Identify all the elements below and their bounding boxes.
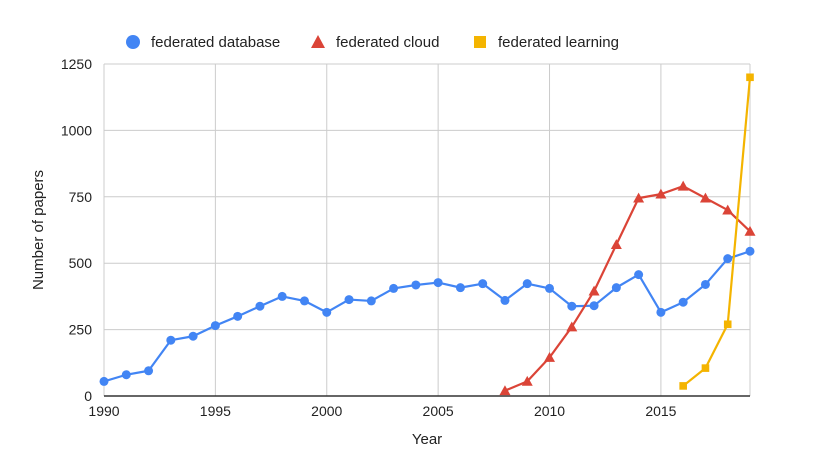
grid xyxy=(103,63,751,396)
data-point xyxy=(723,254,733,264)
data-point xyxy=(233,311,243,321)
data-point xyxy=(389,283,399,293)
data-point xyxy=(744,225,756,236)
y-tick-label: 250 xyxy=(69,322,93,338)
data-point xyxy=(433,278,443,288)
x-tick-label: 2010 xyxy=(534,403,565,419)
legend-marker xyxy=(311,35,325,48)
data-point xyxy=(701,364,710,372)
data-point xyxy=(679,382,687,390)
legend-item: federated database xyxy=(126,34,280,51)
data-point xyxy=(144,366,154,376)
series-line xyxy=(504,185,751,392)
data-point xyxy=(255,301,265,311)
data-point xyxy=(344,295,354,305)
data-point xyxy=(277,291,287,301)
data-point xyxy=(633,192,645,203)
data-point xyxy=(566,321,578,332)
data-point xyxy=(500,295,510,305)
data-point xyxy=(700,279,710,289)
data-point xyxy=(588,285,600,296)
data-point xyxy=(499,385,511,396)
data-point xyxy=(188,331,198,341)
legend-item: federated learning xyxy=(474,34,619,51)
data-point xyxy=(411,280,421,290)
data-point xyxy=(746,73,754,82)
data-point xyxy=(366,296,376,306)
data-point xyxy=(99,376,109,386)
data-point xyxy=(522,279,532,289)
data-point xyxy=(589,301,599,311)
plot-area xyxy=(99,73,756,396)
x-tick-label: 1995 xyxy=(200,403,231,419)
y-tick-label: 750 xyxy=(69,189,93,205)
data-point xyxy=(521,375,533,386)
legend-label: federated cloud xyxy=(336,34,439,51)
data-point xyxy=(655,188,667,199)
data-point xyxy=(610,239,622,250)
data-point xyxy=(723,320,732,329)
data-point xyxy=(699,192,711,203)
series-federated-learning xyxy=(679,73,754,390)
y-tick-label: 500 xyxy=(69,255,93,271)
series-line xyxy=(103,250,751,383)
data-point xyxy=(678,297,688,307)
legend-item: federated cloud xyxy=(311,34,439,51)
legend: federated database federated cloud federat… xyxy=(126,34,619,51)
data-point xyxy=(322,307,332,317)
series-federated-database xyxy=(99,246,755,386)
y-axis-title: Number of papers xyxy=(30,170,47,290)
data-point xyxy=(544,351,556,362)
x-tick-label: 2000 xyxy=(311,403,342,419)
legend-label: federated database xyxy=(151,34,280,51)
data-point xyxy=(677,180,689,191)
x-tick-label: 2015 xyxy=(645,403,676,419)
data-point xyxy=(634,270,644,280)
data-point xyxy=(611,283,621,293)
data-point xyxy=(166,335,176,345)
data-point xyxy=(722,204,734,215)
data-point xyxy=(545,283,555,293)
data-point xyxy=(121,370,131,380)
axes: 0 250 500 750 1000 1250 1990 1995 2000 2005 2010 20… xyxy=(61,56,750,419)
x-axis-title: Year xyxy=(412,431,442,448)
x-tick-label: 2005 xyxy=(423,403,454,419)
y-tick-label: 1000 xyxy=(61,122,92,138)
data-point xyxy=(656,307,666,317)
legend-marker xyxy=(126,35,140,49)
data-point xyxy=(299,296,309,306)
y-tick-label: 1250 xyxy=(61,56,92,72)
data-point xyxy=(478,279,488,289)
data-point xyxy=(455,283,465,293)
data-point xyxy=(567,301,577,311)
data-point xyxy=(745,246,755,256)
series-line xyxy=(682,77,752,387)
y-tick-label: 0 xyxy=(84,388,92,404)
legend-marker xyxy=(474,36,486,48)
x-tick-label: 1990 xyxy=(88,403,119,419)
series-federated-cloud xyxy=(499,180,756,396)
data-point xyxy=(210,321,220,331)
legend-label: federated learning xyxy=(498,34,619,51)
